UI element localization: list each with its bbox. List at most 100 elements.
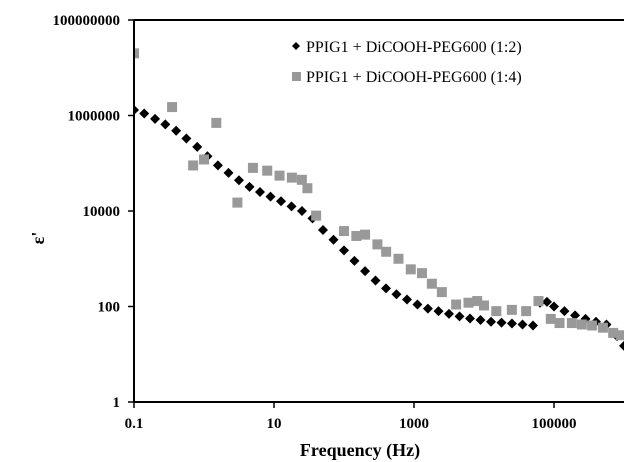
series-2-point (247, 162, 258, 173)
series-1-point (255, 186, 266, 197)
series-1-point (150, 113, 161, 124)
series-1-point (276, 196, 287, 207)
series-1-point (391, 289, 402, 300)
series-2-point (451, 299, 462, 310)
legend: PPIG1 + DiCOOH-PEG600 (1:2) PPIG1 + DiCO… (292, 39, 522, 86)
legend-marker-series-2 (292, 72, 301, 81)
y-tick-label: 100000000 (53, 13, 121, 29)
legend-label-series-2: PPIG1 + DiCOOH-PEG600 (1:4) (306, 69, 522, 86)
series-2-point (351, 230, 362, 241)
series-2-point (436, 287, 447, 298)
series-2-point (167, 102, 178, 113)
series-2-point (311, 210, 322, 221)
legend-marker-series-1 (292, 42, 300, 50)
series-2-point (426, 278, 437, 289)
series-1-point (541, 296, 552, 307)
series-2-point (608, 327, 619, 338)
series-2-point (274, 170, 285, 181)
x-tick-label: 0.1 (125, 416, 144, 432)
y-tick-label: 1 (113, 395, 121, 411)
series-1-point (401, 294, 412, 305)
series-1-point (443, 308, 454, 319)
series-1-point (486, 316, 497, 327)
legend-label-series-1: PPIG1 + DiCOOH-PEG600 (1:2) (306, 39, 522, 56)
series-1-point (286, 201, 297, 212)
series-2-point (587, 320, 598, 331)
series-1-point (317, 225, 328, 236)
series-2-point (372, 239, 383, 250)
series-2-point (615, 330, 624, 341)
series-1-point (380, 283, 391, 294)
series-2-point (416, 268, 427, 279)
series-1-point (328, 234, 339, 245)
series-1-point (454, 311, 465, 322)
series-1-point (412, 299, 423, 310)
series-2-point (232, 197, 243, 208)
series-2-point (479, 300, 489, 311)
series-2-point (576, 319, 587, 330)
series-2-point (262, 165, 273, 176)
series-2-point (286, 172, 297, 183)
series-1-point (339, 245, 349, 256)
x-tick-label: 100000 (532, 416, 577, 432)
x-tick-label: 10 (267, 416, 282, 432)
series-1-point (265, 191, 276, 202)
series-2-point (491, 306, 502, 317)
series-1-point (171, 125, 182, 136)
series-1-point (160, 119, 171, 130)
y-axis-ticks: 1 100 10000 1000000 100000000 (53, 13, 134, 411)
series-2-point (360, 229, 371, 240)
series-1-point (181, 133, 192, 144)
series-2-point (302, 183, 313, 194)
series-1-point (212, 160, 223, 171)
series-1-point (192, 141, 203, 152)
series-1-point (422, 303, 433, 314)
series-2-point (339, 226, 349, 237)
y-tick-label: 1000000 (68, 109, 121, 125)
series-2-point (381, 246, 392, 257)
series-1-point (465, 313, 476, 324)
series-1-point (244, 181, 255, 192)
series-2-points (134, 48, 624, 341)
x-tick-label: 1000 (399, 416, 429, 432)
series-1-point (619, 340, 624, 351)
series-2-point (405, 264, 416, 275)
series-2-point (597, 322, 608, 333)
series-2-point (211, 117, 222, 128)
series-1-point (433, 306, 444, 317)
series-2-point (566, 318, 577, 329)
series-1-point (223, 167, 234, 178)
series-2-point (472, 296, 483, 307)
series-2-point (506, 304, 517, 315)
series-1-point (496, 317, 507, 328)
series-2-point (554, 318, 565, 329)
series-2-point (463, 297, 474, 308)
series-1-point (360, 266, 371, 277)
x-axis-title: Frequency (Hz) (300, 440, 420, 461)
series-1-point (370, 275, 381, 286)
series-1-point (296, 206, 307, 216)
y-tick-label: 100 (98, 300, 121, 316)
series-1-point (517, 319, 528, 330)
series-2-point (296, 174, 307, 185)
series-2-point (393, 253, 404, 264)
series-2-point (533, 296, 544, 307)
series-1-point (134, 105, 139, 116)
series-2-point (134, 48, 139, 59)
series-2-point (199, 154, 209, 165)
series-2-point (188, 160, 199, 171)
series-2-point (521, 306, 532, 317)
series-1-point (570, 310, 581, 321)
series-1-point (549, 301, 559, 312)
series-2-point (545, 313, 556, 324)
series-1-point (559, 306, 570, 317)
series-1-point (349, 255, 360, 266)
y-tick-label: 10000 (83, 204, 121, 220)
x-axis-ticks: 0.1 10 1000 100000 (125, 402, 577, 432)
series-1-point (475, 315, 486, 326)
series-1-point (139, 108, 150, 119)
series-1-point (233, 175, 244, 186)
series-1-point (506, 318, 517, 329)
